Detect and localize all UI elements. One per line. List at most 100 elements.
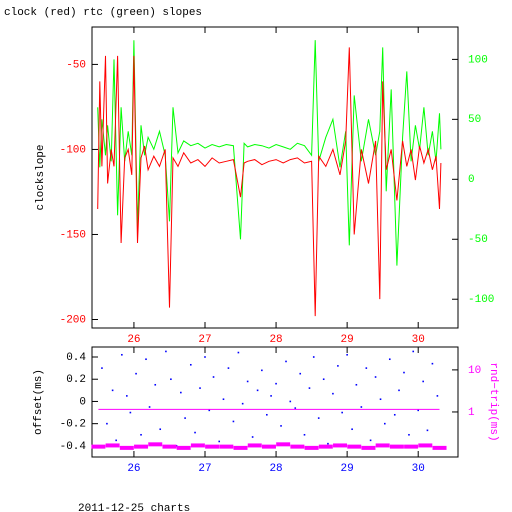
offset-point xyxy=(115,439,117,442)
offset-point xyxy=(199,387,201,389)
offset-point xyxy=(403,371,405,374)
rtt-point xyxy=(290,444,305,449)
offset-point xyxy=(431,362,434,365)
offset-point xyxy=(388,358,391,361)
offset-point xyxy=(312,356,315,358)
y-axis-label: offset(ms) xyxy=(33,369,45,435)
x-tick-label: 29 xyxy=(341,463,354,475)
offset-point xyxy=(129,411,132,414)
offset-point xyxy=(341,411,343,414)
offset-point xyxy=(422,380,424,383)
plot-frame xyxy=(91,346,459,458)
y-tick-label: -0.2 xyxy=(60,419,86,431)
rtt-point xyxy=(361,445,376,450)
y2-tick-label: 10 xyxy=(468,365,481,377)
rtt-point xyxy=(148,442,163,447)
offset-point xyxy=(436,395,439,397)
offset-point xyxy=(299,372,302,375)
y2-tick-label: 0 xyxy=(468,174,475,186)
x-tick-label: 27 xyxy=(198,463,211,475)
rtt-point xyxy=(418,443,433,448)
y-tick-label: 0.4 xyxy=(66,352,86,364)
y-tick-label: -0.4 xyxy=(60,441,87,453)
x-tick-label: 26 xyxy=(127,334,140,346)
offset-point xyxy=(175,445,178,447)
offset-point xyxy=(184,417,186,419)
y2-tick-label: -50 xyxy=(468,234,488,246)
offset-point xyxy=(327,442,329,445)
rtt-point xyxy=(318,444,333,449)
offset-point xyxy=(369,439,372,442)
offset-point xyxy=(308,387,311,389)
offset-point xyxy=(204,356,206,358)
rtt-point xyxy=(247,443,262,448)
y-tick-label: -150 xyxy=(60,229,86,241)
offset-point xyxy=(106,422,108,425)
rtt-point xyxy=(389,444,404,449)
offset-point xyxy=(241,402,244,405)
offset-point xyxy=(337,365,339,367)
rtt-point xyxy=(119,445,134,450)
rtt-point xyxy=(304,445,319,450)
offset-point xyxy=(251,436,254,438)
y-axis-label: clockslope xyxy=(35,144,47,210)
rtt-point xyxy=(404,444,419,449)
offset-point xyxy=(398,389,400,392)
offset-point xyxy=(294,407,297,409)
offset-point xyxy=(285,360,287,363)
y-tick-label: 0.2 xyxy=(66,374,86,386)
rtt-point xyxy=(162,444,177,449)
offset-point xyxy=(360,406,363,408)
offset-point xyxy=(180,391,182,394)
y2-tick-label: 50 xyxy=(468,114,481,126)
offset-point xyxy=(346,353,348,356)
rtt-point xyxy=(134,444,149,449)
rtt-point xyxy=(347,444,362,449)
offset-point xyxy=(145,358,147,361)
rtt-point xyxy=(205,444,220,449)
offset-point xyxy=(189,363,192,366)
y2-tick-label: 1 xyxy=(468,407,475,419)
offset-point xyxy=(351,428,353,431)
y2-tick-label: -100 xyxy=(468,294,494,306)
rtt-point xyxy=(375,443,390,448)
x-tick-label: 26 xyxy=(127,463,140,475)
offset-point xyxy=(154,383,157,386)
offset-point xyxy=(237,351,240,354)
offset-point xyxy=(208,409,211,412)
rtt-point xyxy=(105,443,120,448)
offset-point xyxy=(194,431,196,434)
offset-point xyxy=(417,409,420,412)
offset-point xyxy=(121,353,123,356)
offset-point xyxy=(212,376,215,378)
rtt-point xyxy=(432,445,447,450)
plot-frame xyxy=(91,26,459,329)
offset-point xyxy=(148,406,151,408)
offset-point xyxy=(101,367,103,369)
offset-point xyxy=(408,433,410,436)
y2-tick-label: 100 xyxy=(468,54,488,66)
x-tick-label: 27 xyxy=(198,334,211,346)
y2-axis-label: rnd−trip(ms) xyxy=(487,362,499,441)
rtt-point xyxy=(233,445,248,450)
offset-point xyxy=(332,392,334,395)
x-tick-label: 28 xyxy=(269,463,282,475)
rtt-point xyxy=(91,444,106,449)
offset-point xyxy=(280,425,282,427)
rtt-point xyxy=(333,443,348,448)
offset-point xyxy=(135,372,137,375)
y-tick-label: 0 xyxy=(79,396,86,408)
offset-point xyxy=(374,376,377,378)
offset-point xyxy=(426,429,429,432)
rtt-point xyxy=(276,442,291,447)
offset-point xyxy=(222,398,225,401)
offset-point xyxy=(365,367,368,369)
y-tick-label: -200 xyxy=(60,314,86,326)
offset-point xyxy=(246,380,249,383)
chart-title: clock (red) rtc (green) slopes xyxy=(4,7,202,19)
rtt-point xyxy=(190,443,205,448)
rtt-point xyxy=(176,445,191,450)
offset-point xyxy=(170,378,172,381)
